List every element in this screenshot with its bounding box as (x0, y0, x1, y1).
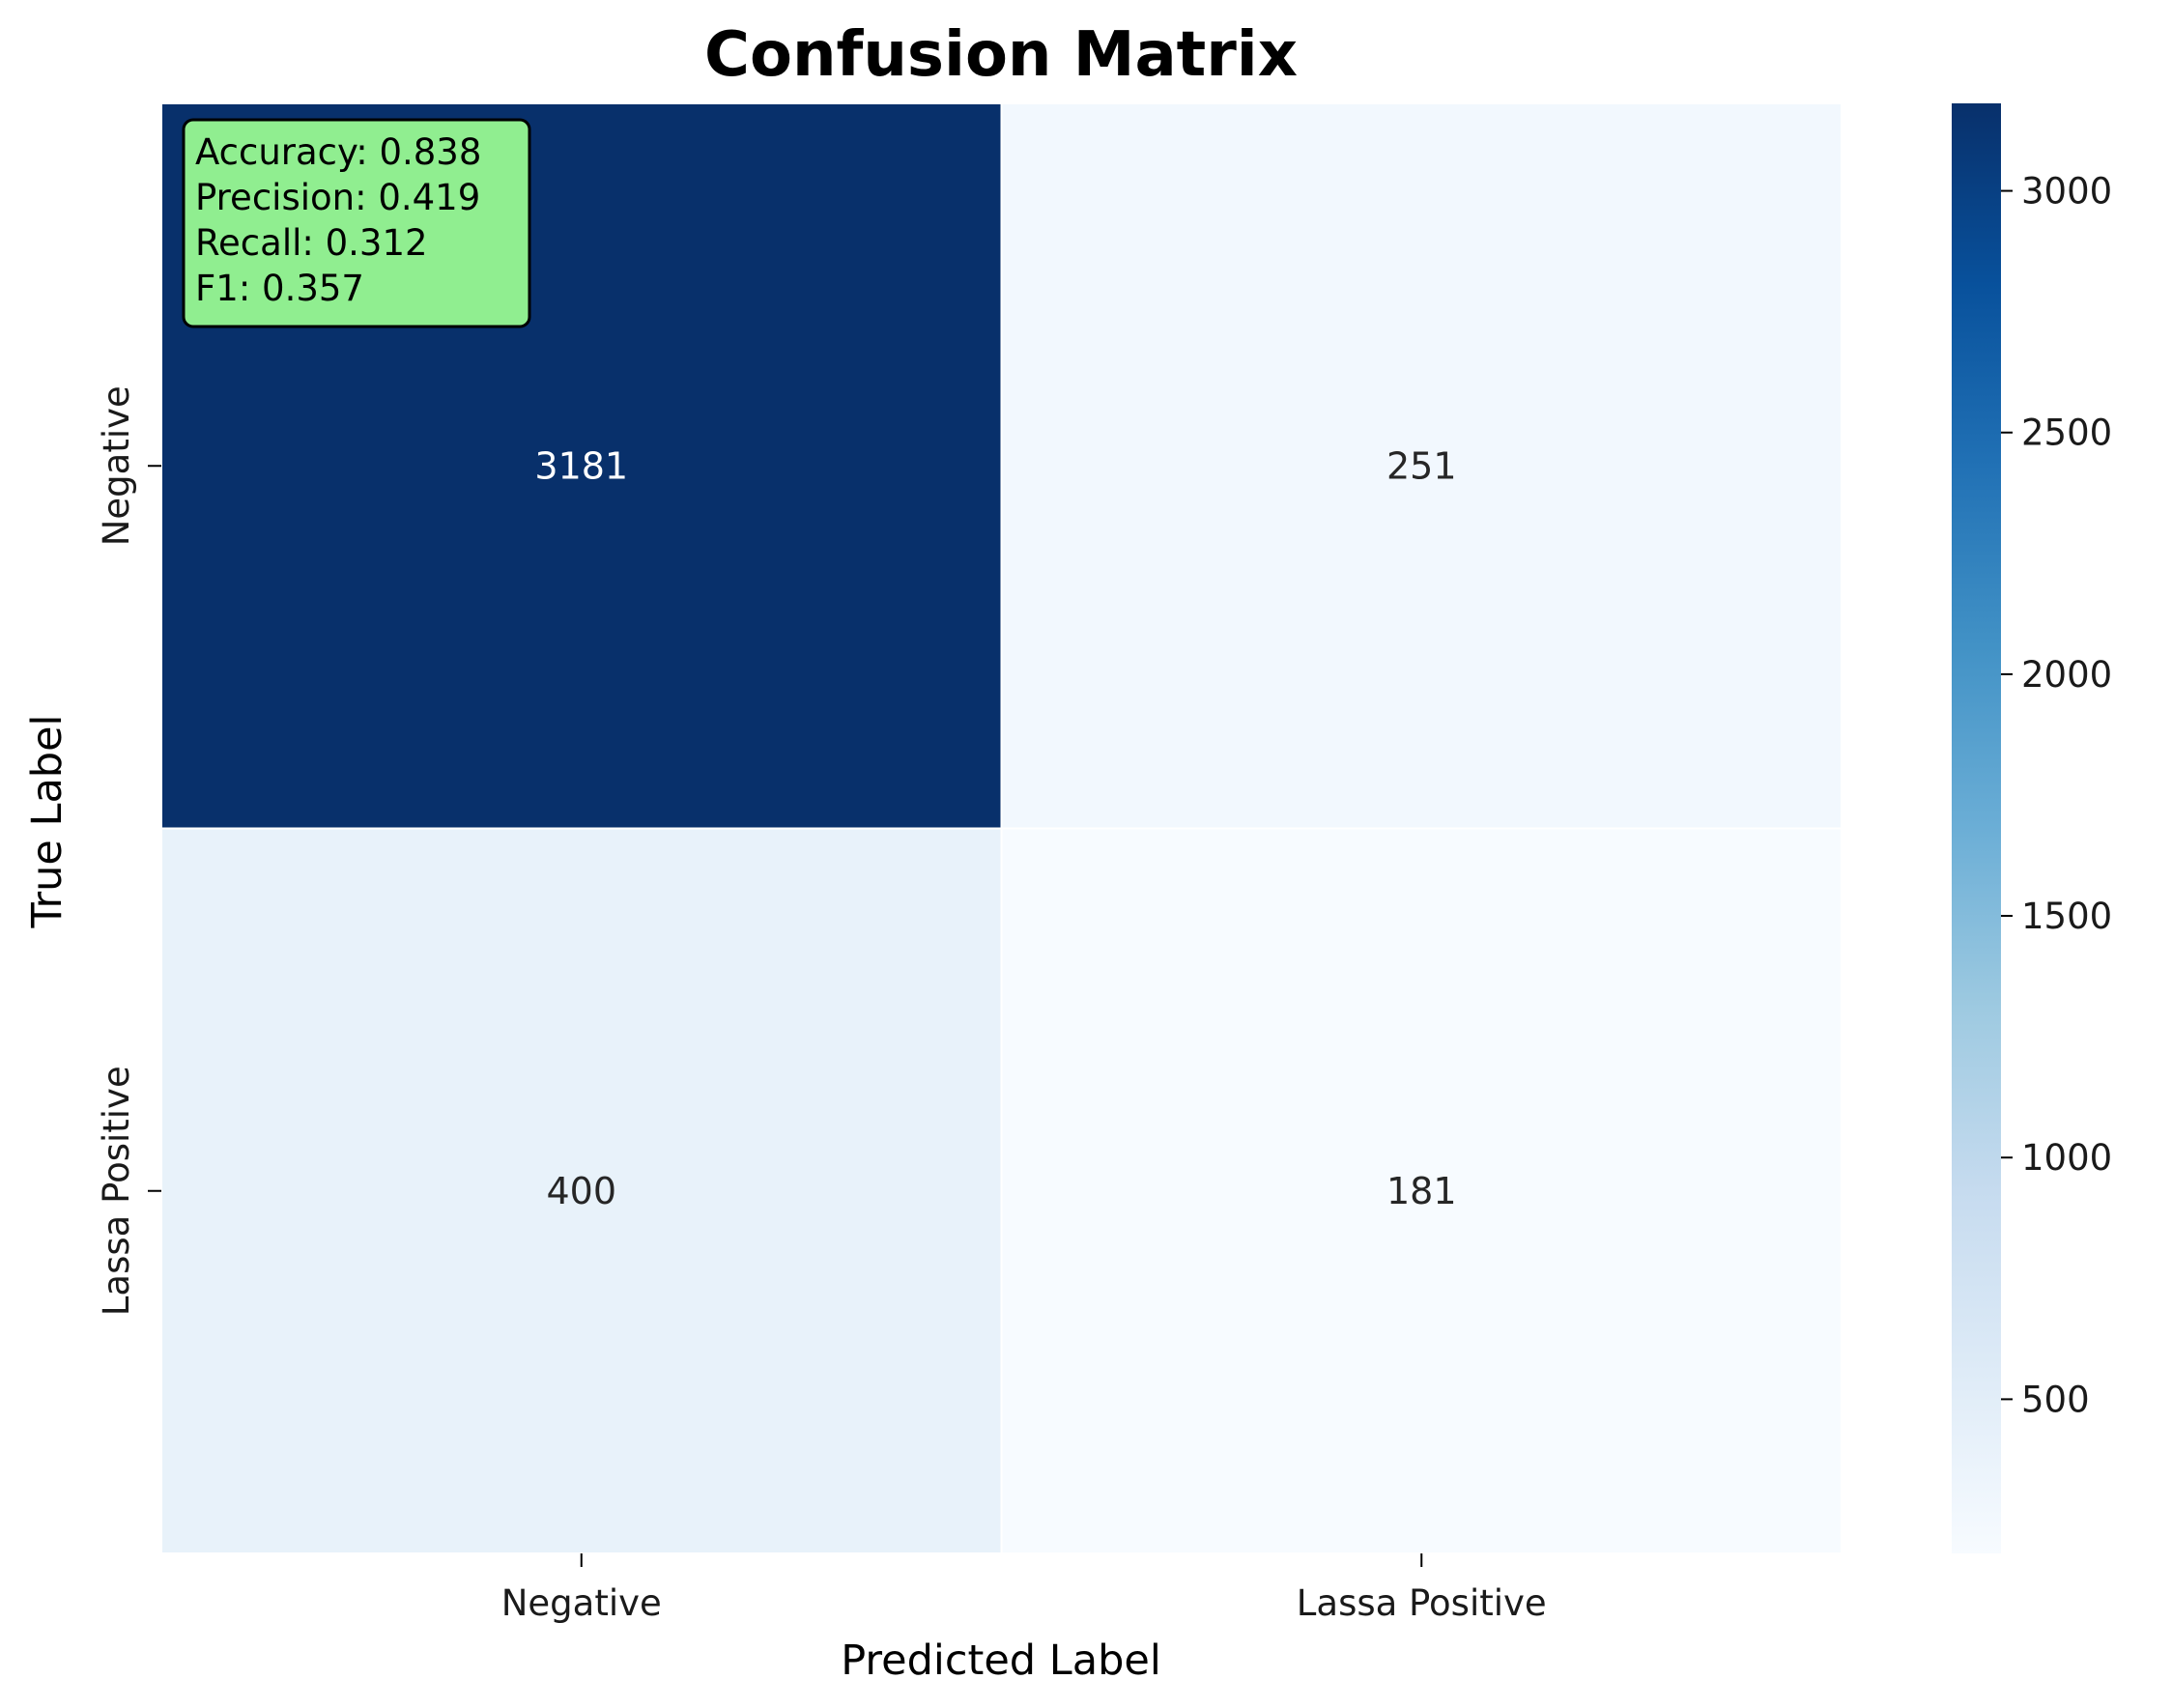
y-axis-label: True Label (23, 714, 71, 928)
colorbar-tick-label: 2000 (2021, 654, 2112, 696)
colorbar-tick-label: 1000 (2021, 1137, 2112, 1179)
colorbar-tick-label: 2500 (2021, 413, 2112, 454)
heatmap-cell-label: 251 (1386, 444, 1457, 487)
colorbar-tick-label: 1500 (2021, 896, 2112, 937)
heatmap-cell-label: 3181 (534, 444, 628, 487)
metrics-box: Accuracy: 0.838 Precision: 0.419 Recall:… (182, 118, 531, 328)
heatmap-cell-labels: 3181 251 400 181 (534, 444, 1456, 1212)
metrics-recall: Recall: 0.312 (195, 222, 428, 264)
x-axis-label: Predicted Label (841, 1637, 1161, 1685)
colorbar-ticks: 500 1000 1500 2000 2500 3000 (2001, 171, 2112, 1420)
chart-title: Confusion Matrix (704, 19, 1298, 91)
x-tick-label: Negative (501, 1582, 662, 1624)
y-axis-ticks: Negative Lassa Positive (96, 385, 161, 1316)
heatmap-cell-label: 400 (546, 1170, 616, 1212)
heatmap-cells (160, 102, 1843, 1554)
metrics-accuracy: Accuracy: 0.838 (195, 131, 481, 173)
colorbar: 500 1000 1500 2000 2500 3000 (1952, 103, 2112, 1553)
colorbar-gradient (1952, 103, 2001, 1553)
heatmap-cell-label: 181 (1386, 1170, 1457, 1212)
metrics-box-background (182, 118, 531, 328)
heatmap-cell (1000, 827, 1843, 1554)
colorbar-tick-label: 500 (2021, 1379, 2090, 1420)
metrics-precision: Precision: 0.419 (195, 177, 480, 218)
heatmap-cell (1000, 102, 1843, 830)
y-tick-label: Negative (96, 385, 137, 546)
x-axis-ticks: Negative Lassa Positive (501, 1553, 1547, 1624)
metrics-f1: F1: 0.357 (195, 268, 364, 309)
colorbar-tick-label: 3000 (2021, 171, 2112, 213)
y-tick-label: Lassa Positive (96, 1066, 137, 1316)
heatmap-cell (160, 827, 1003, 1554)
x-tick-label: Lassa Positive (1297, 1582, 1547, 1624)
